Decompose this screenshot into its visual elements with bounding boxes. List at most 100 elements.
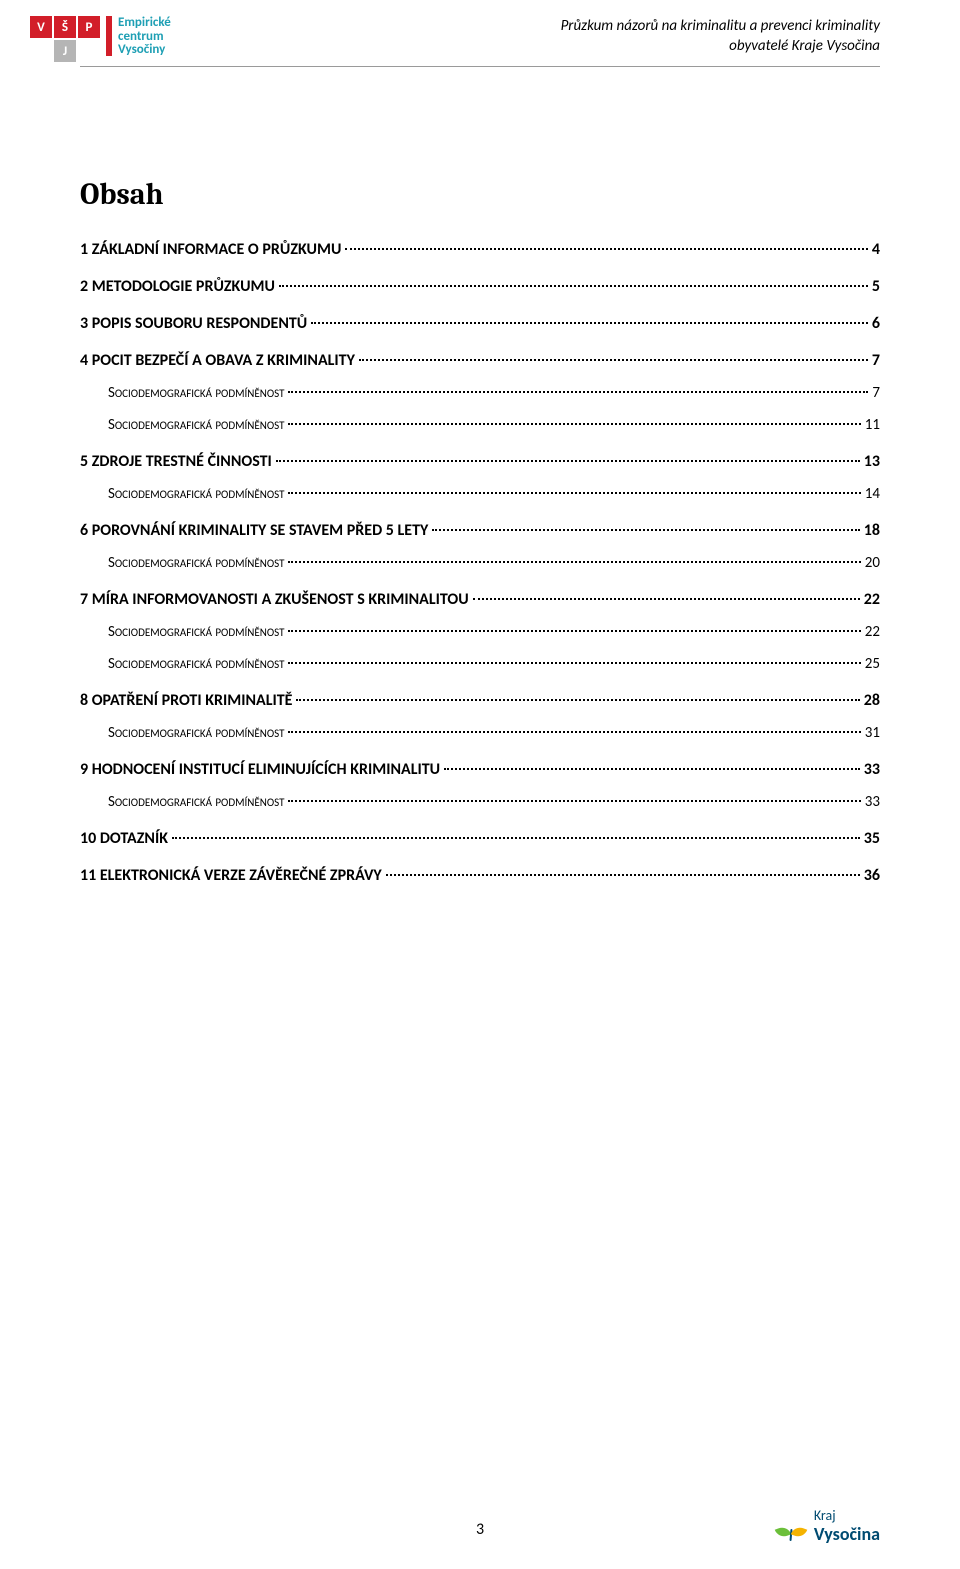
- header-title-line1: Průzkum názorů na kriminalitu a prevenci…: [561, 16, 880, 36]
- toc-row: 5 ZDROJE TRESTNÉ ČINNOSTI 13: [80, 452, 880, 471]
- vsp-sq-s: Š: [54, 16, 76, 38]
- toc-page: 14: [865, 485, 880, 503]
- vsp-sq-p: P: [78, 16, 100, 38]
- toc-page: 11: [865, 416, 880, 434]
- toc-row: 7 MÍRA INFORMOVANOSTI A ZKUŠENOST S KRIM…: [80, 590, 880, 609]
- toc-label: Sociodemografická podmíněnost: [108, 655, 284, 673]
- toc-label: Sociodemografická podmíněnost: [108, 416, 284, 434]
- vsp-sq-j: J: [54, 40, 76, 62]
- ecv-line1: Empirické: [118, 16, 171, 30]
- toc-leader: [276, 460, 860, 462]
- ecv-logo: Empirické centrum Vysočiny: [106, 16, 171, 57]
- toc-leader: [386, 874, 860, 876]
- toc-leader: [172, 837, 860, 839]
- toc-row: 10 DOTAZNÍK 35: [80, 829, 880, 848]
- toc-page: 36: [864, 866, 880, 885]
- toc-leader: [359, 359, 868, 361]
- toc-page: 5: [872, 277, 880, 296]
- page: V Š P J Empirické centrum Vysočiny Průzk…: [0, 0, 960, 1569]
- header-title-line2: obyvatelé Kraje Vysočina: [561, 36, 880, 56]
- kraj-vysocina-logo: Kraj Vysočina: [774, 1510, 880, 1545]
- toc-row: 11 ELEKTRONICKÁ VERZE ZÁVĚREČNÉ ZPRÁVY 36: [80, 866, 880, 885]
- toc-row: Sociodemografická podmíněnost25: [80, 655, 880, 673]
- toc-leader: [288, 561, 860, 563]
- toc-label: 4 POCIT BEZPEČÍ A OBAVA Z KRIMINALITY: [80, 351, 355, 370]
- toc-row: 8 OPATŘENÍ PROTI KRIMINALITĚ28: [80, 691, 880, 710]
- toc-label: 6 POROVNÁNÍ KRIMINALITY SE STAVEM PŘED 5…: [80, 521, 428, 540]
- vsp-logo: V Š P J: [30, 16, 100, 62]
- toc-leader: [279, 285, 868, 287]
- toc-label: 10 DOTAZNÍK: [80, 829, 168, 848]
- toc-label: Sociodemografická podmíněnost: [108, 793, 284, 811]
- toc-page: 33: [864, 760, 880, 779]
- toc-row: 6 POROVNÁNÍ KRIMINALITY SE STAVEM PŘED 5…: [80, 521, 880, 540]
- toc-leader: [288, 800, 860, 802]
- toc-leader: [288, 492, 860, 494]
- toc-leader: [288, 423, 860, 425]
- page-number: 3: [476, 1520, 484, 1539]
- toc-label: 8 OPATŘENÍ PROTI KRIMINALITĚ: [80, 691, 292, 710]
- toc-label: 7 MÍRA INFORMOVANOSTI A ZKUŠENOST S KRIM…: [80, 590, 469, 609]
- leaf-icon: [774, 1517, 808, 1539]
- toc-label: Sociodemografická podmíněnost: [108, 623, 284, 641]
- toc-leader: [288, 630, 860, 632]
- toc-label: 11 ELEKTRONICKÁ VERZE ZÁVĚREČNÉ ZPRÁVY: [80, 866, 382, 885]
- page-title: Obsah: [80, 177, 880, 212]
- toc-leader: [432, 529, 859, 531]
- ecv-text: Empirické centrum Vysočiny: [118, 16, 171, 57]
- toc-row: 2 METODOLOGIE PRŮZKUMU 5: [80, 277, 880, 296]
- toc-row: Sociodemografická podmíněnost 20: [80, 554, 880, 572]
- page-header: V Š P J Empirické centrum Vysočiny Průzk…: [80, 16, 880, 67]
- toc-label: Sociodemografická podmíněnost: [108, 724, 284, 742]
- toc-page: 7: [872, 351, 880, 370]
- toc-page: 20: [865, 554, 880, 572]
- toc-label: Sociodemografická podmíněnost: [108, 384, 284, 402]
- ecv-line2: centrum: [118, 30, 171, 44]
- ecv-bar: [106, 16, 112, 56]
- ecv-line3: Vysočiny: [118, 43, 171, 57]
- kv-main: Vysočina: [814, 1523, 880, 1545]
- toc-label: Sociodemografická podmíněnost: [108, 485, 284, 503]
- toc-label: 9 HODNOCENÍ INSTITUCÍ ELIMINUJÍCÍCH KRIM…: [80, 760, 440, 779]
- header-logo-left: V Š P J Empirické centrum Vysočiny: [30, 16, 171, 62]
- toc-leader: [288, 391, 868, 393]
- toc-leader: [473, 598, 860, 600]
- toc-leader: [288, 662, 860, 664]
- toc-row: 1 ZÁKLADNÍ INFORMACE O PRŮZKUMU 4: [80, 240, 880, 259]
- toc-row: Sociodemografická podmíněnost 33: [80, 793, 880, 811]
- toc-label: Sociodemografická podmíněnost: [108, 554, 284, 572]
- toc-label: 3 POPIS SOUBORU RESPONDENTŮ: [80, 314, 307, 333]
- vsp-sq-v: V: [30, 16, 52, 38]
- toc-page: 18: [864, 521, 880, 540]
- toc-row: 4 POCIT BEZPEČÍ A OBAVA Z KRIMINALITY 7: [80, 351, 880, 370]
- toc-page: 22: [865, 623, 880, 641]
- toc-label: 5 ZDROJE TRESTNÉ ČINNOSTI: [80, 452, 272, 471]
- toc-page: 35: [864, 829, 880, 848]
- table-of-contents: 1 ZÁKLADNÍ INFORMACE O PRŮZKUMU 4 2 METODO…: [80, 240, 880, 885]
- toc-row: Sociodemografická podmíněnost 22: [80, 623, 880, 641]
- header-title: Průzkum názorů na kriminalitu a prevenci…: [561, 16, 880, 57]
- toc-page: 6: [872, 314, 880, 333]
- toc-page: 22: [864, 590, 880, 609]
- toc-page: 4: [872, 240, 880, 259]
- toc-page: 7: [872, 384, 880, 402]
- page-footer: 3 Kraj Vysočina: [80, 1520, 880, 1539]
- kv-small: Kraj: [814, 1510, 880, 1523]
- toc-leader: [345, 248, 867, 250]
- toc-page: 31: [865, 724, 880, 742]
- toc-page: 33: [865, 793, 880, 811]
- toc-leader: [444, 768, 860, 770]
- toc-leader: [288, 731, 860, 733]
- vsp-sq-empty1: [30, 40, 52, 62]
- toc-row: Sociodemografická podmíněnost 11: [80, 416, 880, 434]
- toc-row: Sociodemografická podmíněnost 31: [80, 724, 880, 742]
- toc-label: 1 ZÁKLADNÍ INFORMACE O PRŮZKUMU: [80, 240, 341, 259]
- toc-page: 13: [864, 452, 880, 471]
- toc-leader: [311, 322, 868, 324]
- toc-label: 2 METODOLOGIE PRŮZKUMU: [80, 277, 275, 296]
- toc-row: 3 POPIS SOUBORU RESPONDENTŮ 6: [80, 314, 880, 333]
- toc-row: Sociodemografická podmíněnost 7: [80, 384, 880, 402]
- toc-row: Sociodemografická podmíněnost 14: [80, 485, 880, 503]
- toc-row: 9 HODNOCENÍ INSTITUCÍ ELIMINUJÍCÍCH KRIM…: [80, 760, 880, 779]
- vsp-sq-empty2: [78, 40, 100, 62]
